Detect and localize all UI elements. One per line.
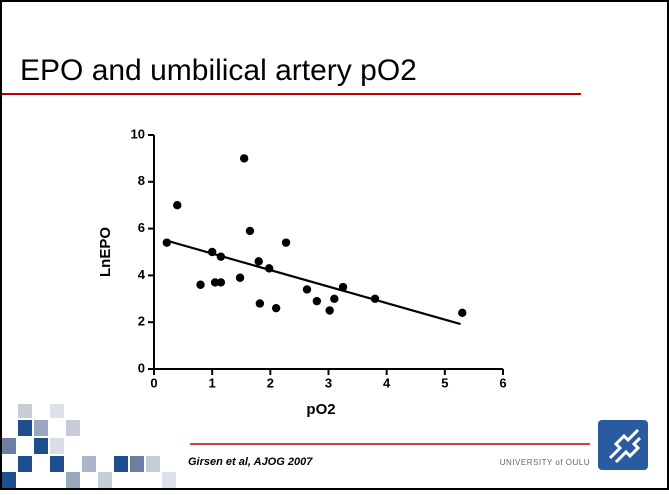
x-tick-label: 1 [209, 375, 216, 390]
data-point [245, 226, 255, 236]
x-axis-label: pO2 [306, 401, 335, 418]
slide-title: EPO and umbilical artery pO2 [20, 54, 417, 87]
data-point [302, 285, 312, 294]
data-point [281, 238, 291, 247]
data-point [210, 278, 220, 287]
y-tick-label: 4 [138, 267, 146, 282]
y-tick-label: 0 [138, 360, 145, 375]
y-tick-label: 8 [138, 173, 145, 188]
data-point [254, 257, 263, 266]
citation: Girsen et al, AJOG 2007 [188, 456, 313, 468]
y-tick-label: 2 [138, 314, 145, 329]
x-tick-label: 6 [499, 375, 506, 390]
data-point [271, 303, 281, 313]
data-point [370, 294, 380, 303]
data-point [338, 282, 348, 292]
corner-decoration [2, 404, 176, 488]
data-point [325, 306, 334, 315]
data-point [312, 296, 322, 306]
x-tick-label: 5 [441, 375, 448, 390]
data-point [264, 264, 274, 273]
data-point [173, 201, 182, 210]
y-axis-label: LnEPO [97, 227, 114, 277]
x-tick-label: 2 [267, 375, 274, 390]
institution: UNIVERSITY of OULU [500, 458, 590, 467]
data-point [162, 238, 171, 247]
x-tick-label: 4 [383, 375, 391, 390]
data-point [235, 273, 245, 282]
data-point [330, 294, 339, 303]
data-point [458, 308, 467, 318]
y-tick-label: 10 [131, 126, 145, 141]
y-tick-label: 6 [138, 220, 145, 235]
university-logo [598, 420, 648, 470]
data-point [255, 299, 265, 308]
data-point [216, 252, 226, 261]
x-tick-label: 0 [150, 375, 157, 390]
chart: pO2 LnEPO 0 2 4 6 8 10 0 1 2 3 4 5 6 [97, 126, 507, 418]
x-tick-label: 3 [325, 375, 332, 390]
data-point [207, 247, 217, 257]
data-point [196, 280, 205, 289]
data-point [216, 278, 226, 287]
data-point [239, 154, 249, 163]
regression-line [167, 239, 461, 326]
